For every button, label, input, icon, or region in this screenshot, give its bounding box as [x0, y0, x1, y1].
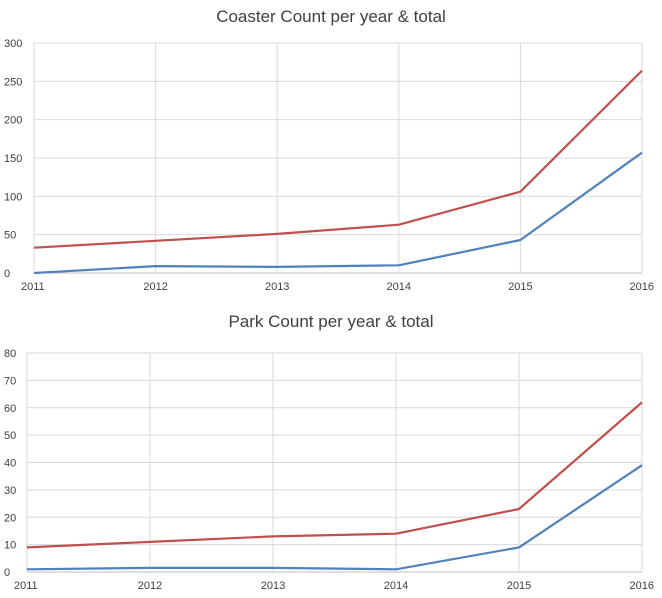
y-tick-label: 50	[4, 430, 16, 442]
y-tick-label: 100	[4, 191, 22, 203]
x-tick-label: 2013	[261, 580, 285, 592]
series-line-1	[33, 151, 643, 275]
x-tick-label: 2013	[265, 281, 289, 293]
y-tick-label: 0	[4, 567, 10, 579]
y-tick-label: 200	[4, 115, 22, 127]
coaster-count-chart: Coaster Count per year & total 0 50 100 150…	[4, 7, 654, 293]
x-tick-label: 2014	[384, 580, 408, 592]
chart-title: Park Count per year & total	[228, 312, 434, 331]
coaster-count-plot: 0 50 100 150 200 250 300 2011 2012 2013 2014 2015 20…	[4, 38, 654, 293]
y-tick-label: 30	[4, 485, 16, 497]
y-tick-label: 250	[4, 76, 22, 88]
y-tick-label: 70	[4, 375, 16, 387]
y-tick-label: 150	[4, 153, 22, 165]
y-tick-label: 0	[4, 268, 10, 280]
y-tick-label: 40	[4, 458, 16, 470]
y-tick-label: 20	[4, 512, 16, 524]
x-tick-label: 2011	[14, 580, 38, 592]
chart-title: Coaster Count per year & total	[216, 7, 446, 26]
x-tick-label: 2015	[507, 580, 531, 592]
y-tick-label: 50	[4, 230, 16, 242]
y-tick-label: 10	[4, 540, 16, 552]
x-tick-label: 2011	[21, 281, 45, 293]
y-tick-label: 60	[4, 403, 16, 415]
y-tick-label: 300	[4, 38, 22, 50]
series-line-1	[26, 464, 643, 571]
x-tick-label: 2015	[508, 281, 532, 293]
x-tick-label: 2014	[387, 281, 411, 293]
series-line-2	[33, 69, 643, 249]
x-tick-label: 2016	[630, 580, 654, 592]
park-count-plot: 0 10 20 30 40 50 60 70 80 2011 2012 2013 2014 2015 201…	[4, 348, 654, 592]
x-tick-label: 2012	[138, 580, 162, 592]
park-count-chart: Park Count per year & total 0 10 20 30 40 50 6…	[0, 305, 662, 598]
series-line-2	[26, 401, 643, 549]
x-tick-label: 2012	[143, 281, 167, 293]
y-tick-label: 80	[4, 348, 16, 360]
x-tick-label: 2016	[630, 281, 654, 293]
